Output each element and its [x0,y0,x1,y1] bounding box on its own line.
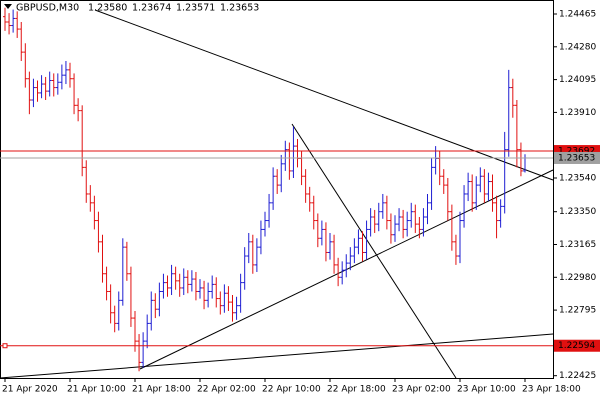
header-close: 1.23653 [220,3,259,14]
header-high: 1.23674 [132,3,171,14]
y-tick-label: 1.23540 [559,174,596,184]
x-tick-label: 22 Apr 18:00 [327,385,386,395]
y-tick-label: 1.24095 [559,75,596,85]
menu-arrow[interactable] [4,4,12,9]
symbol: GBPUSD,M30 [16,3,79,14]
price-label-box [554,339,600,352]
x-tick-label: 21 Apr 18:00 [132,385,191,395]
y-tick-label: 1.22425 [559,371,596,381]
x-tick-label: 22 Apr 10:00 [262,385,321,395]
x-tick-label: 22 Apr 02:00 [197,385,256,395]
bars [3,7,527,372]
price-label: 1.23692 [558,147,595,157]
header-open: 1.23580 [88,3,127,14]
line-anchor [2,343,8,349]
trend-line [94,9,554,181]
price-label-box [554,151,600,164]
price-label: 1.23653 [558,153,595,163]
trend-line [291,123,457,379]
y-tick-label: 1.24280 [559,42,596,52]
y-tick-label: 1.23350 [559,207,596,217]
x-tick-label: 23 Apr 10:00 [457,385,516,395]
x-tick-label: 21 Apr 2020 [2,385,58,395]
x-tick-label: 23 Apr 02:00 [392,385,451,395]
y-tick-label: 1.22795 [559,306,596,316]
trend-line [0,333,554,379]
x-tick-label: 23 Apr 18:00 [522,385,581,395]
y-tick-label: 1.24465 [559,10,596,20]
y-tick-label: 1.23165 [559,240,596,250]
price-label: 1.22594 [558,341,595,351]
header-low: 1.23571 [176,3,215,14]
x-tick-label: 21 Apr 10:00 [67,385,126,395]
y-tick-label: 1.23910 [559,108,596,118]
y-tick-label: 1.22980 [559,273,596,283]
